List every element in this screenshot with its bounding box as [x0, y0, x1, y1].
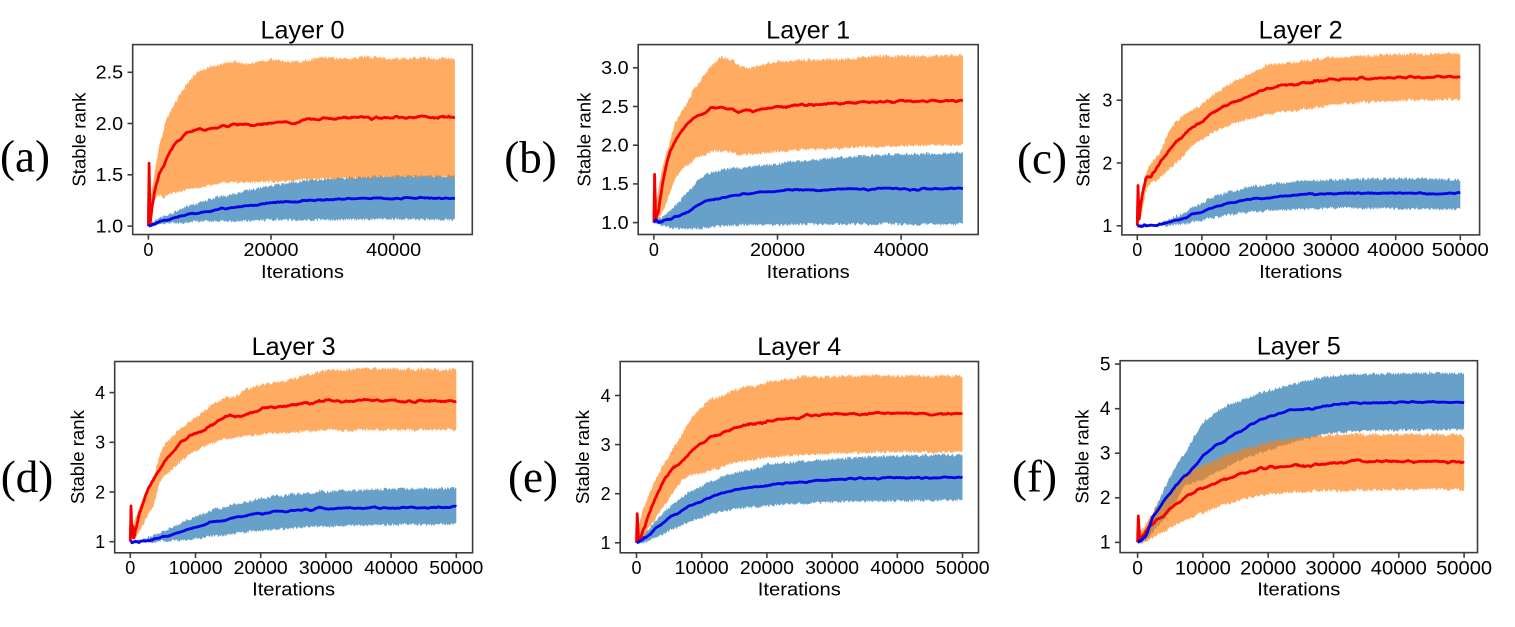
svg-text:40000: 40000 [364, 558, 418, 578]
svg-text:(e): (e) [508, 452, 558, 502]
svg-text:(a): (a) [0, 132, 50, 182]
svg-text:40000: 40000 [366, 240, 421, 260]
svg-text:4: 4 [601, 386, 611, 406]
svg-text:Layer 2: Layer 2 [1259, 16, 1343, 44]
svg-text:Iterations: Iterations [1257, 579, 1340, 600]
svg-text:(b): (b) [504, 133, 556, 183]
svg-text:Layer 1: Layer 1 [766, 16, 850, 44]
svg-text:Stable rank: Stable rank [574, 92, 595, 187]
svg-text:3: 3 [1100, 444, 1111, 465]
svg-text:50000: 50000 [429, 558, 483, 578]
svg-text:(c): (c) [1017, 134, 1067, 184]
svg-text:0: 0 [631, 558, 641, 578]
svg-text:Stable rank: Stable rank [572, 409, 593, 504]
svg-text:50000: 50000 [936, 558, 990, 578]
svg-text:0: 0 [1132, 240, 1142, 260]
svg-text:1: 1 [601, 533, 611, 553]
svg-text:(f): (f) [1012, 452, 1057, 502]
svg-text:20000: 20000 [750, 240, 805, 260]
svg-text:20000: 20000 [1240, 559, 1296, 580]
svg-text:Stable rank: Stable rank [1072, 409, 1093, 504]
svg-text:3: 3 [95, 433, 105, 453]
svg-text:20000: 20000 [234, 558, 288, 578]
svg-text:2.5: 2.5 [601, 97, 629, 117]
svg-text:40000: 40000 [870, 558, 924, 578]
svg-text:10000: 10000 [675, 558, 729, 578]
svg-text:10000: 10000 [1175, 559, 1231, 580]
svg-text:30000: 30000 [299, 558, 353, 578]
svg-text:Iterations: Iterations [252, 579, 335, 600]
svg-text:1: 1 [95, 532, 105, 552]
svg-text:Iterations: Iterations [767, 261, 850, 282]
svg-text:10000: 10000 [169, 558, 223, 578]
svg-text:2.0: 2.0 [96, 114, 124, 134]
svg-text:2.0: 2.0 [601, 136, 629, 156]
svg-text:20000: 20000 [244, 240, 299, 260]
svg-text:5: 5 [1100, 354, 1111, 375]
svg-text:0: 0 [143, 240, 153, 260]
svg-text:2: 2 [1100, 488, 1111, 509]
svg-text:Stable rank: Stable rank [67, 409, 88, 504]
svg-text:Stable rank: Stable rank [69, 92, 90, 187]
svg-text:50000: 50000 [1432, 240, 1489, 260]
svg-text:50000: 50000 [1436, 559, 1492, 580]
svg-text:20000: 20000 [740, 558, 794, 578]
svg-text:30000: 30000 [1306, 559, 1362, 580]
svg-text:30000: 30000 [1303, 240, 1360, 260]
svg-text:40000: 40000 [1367, 240, 1424, 260]
svg-text:Iterations: Iterations [758, 579, 841, 600]
svg-text:1.5: 1.5 [601, 174, 629, 194]
svg-text:2: 2 [95, 482, 105, 502]
svg-text:40000: 40000 [1371, 559, 1427, 580]
svg-text:3.0: 3.0 [601, 58, 629, 78]
svg-text:1: 1 [1100, 533, 1111, 554]
svg-text:0: 0 [1132, 559, 1143, 580]
svg-text:3: 3 [1102, 91, 1112, 111]
svg-text:10000: 10000 [1173, 240, 1230, 260]
svg-text:Iterations: Iterations [1259, 261, 1342, 282]
svg-text:(d): (d) [1, 452, 53, 502]
svg-text:Layer 3: Layer 3 [252, 333, 336, 361]
svg-text:Layer 4: Layer 4 [757, 333, 841, 361]
svg-text:2: 2 [1102, 153, 1112, 173]
svg-text:4: 4 [1100, 399, 1111, 420]
svg-text:Layer 5: Layer 5 [1257, 332, 1341, 360]
svg-text:20000: 20000 [1238, 240, 1295, 260]
svg-text:40000: 40000 [874, 240, 929, 260]
svg-text:1.0: 1.0 [96, 216, 124, 236]
svg-text:0: 0 [125, 558, 135, 578]
svg-text:Iterations: Iterations [261, 261, 344, 282]
svg-text:Layer 0: Layer 0 [261, 16, 345, 44]
svg-text:1.5: 1.5 [96, 165, 124, 185]
svg-text:1.0: 1.0 [601, 213, 629, 233]
svg-text:2: 2 [601, 484, 611, 504]
svg-text:2.5: 2.5 [96, 63, 124, 83]
svg-text:1: 1 [1102, 216, 1112, 236]
svg-text:4: 4 [95, 383, 105, 403]
svg-text:3: 3 [601, 435, 611, 455]
svg-text:0: 0 [649, 240, 659, 260]
svg-text:Stable rank: Stable rank [1073, 92, 1094, 187]
svg-text:30000: 30000 [805, 558, 859, 578]
